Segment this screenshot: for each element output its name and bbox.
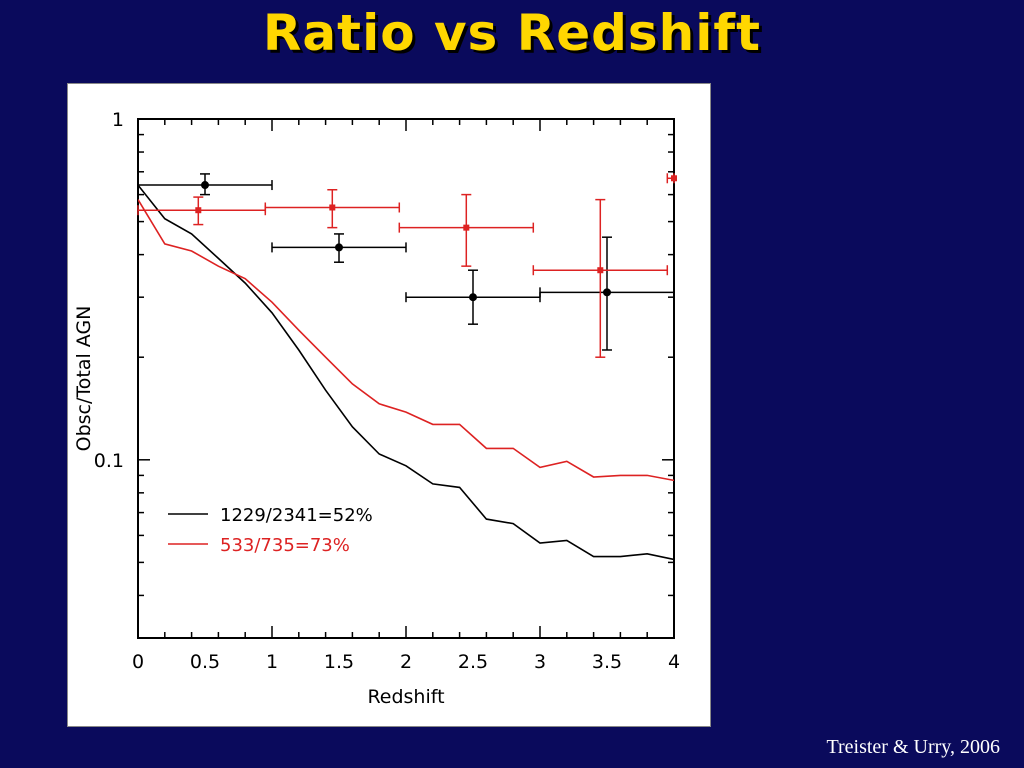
plot-frame [137,118,675,639]
x-tick-label: 1.5 [324,651,354,673]
legend-label: 533/735=73% [220,535,350,556]
data-point [329,204,336,211]
x-tick-label: 0.5 [190,651,220,673]
data-point [463,224,470,231]
slide-title: Ratio vs Redshift [262,4,762,62]
series-line-1 [138,199,674,482]
data-point [335,243,343,252]
data-point [671,175,677,182]
ratio-chart: 0 0.5 1 1.5 2 2.5 3 3.5 4 0.1 1 Redshift Obsc/Total … [73,109,680,708]
y-tick-label: 0.1 [94,450,124,472]
x-tick-label: 3 [534,651,546,673]
x-tick-label: 1 [266,651,278,673]
data-point [597,267,604,274]
x-tick-label: 3.5 [592,651,622,673]
plot-panel: 0 0.5 1 1.5 2 2.5 3 3.5 4 0.1 1 Redshift Obsc/Total … [67,83,711,727]
data-point [195,207,202,214]
x-tick-label: 4 [668,651,680,673]
x-tick-label: 2.5 [458,651,488,673]
x-tick-label: 0 [132,651,144,673]
x-axis-label: Redshift [367,686,444,708]
y-axis-label: Obsc/Total AGN [73,306,95,452]
data-point [469,293,477,302]
legend-label: 1229/2341=52% [220,505,373,526]
series-line-0 [138,184,674,561]
data-point [603,288,611,297]
citation-credit: Treister & Urry, 2006 [826,736,1000,758]
data-point [201,181,209,190]
y-tick-label: 1 [112,109,124,131]
x-tick-label: 2 [400,651,412,673]
